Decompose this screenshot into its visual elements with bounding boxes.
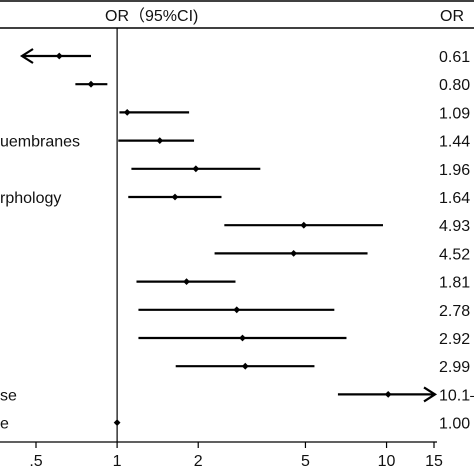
or-value: 2.99 — [439, 359, 470, 376]
or-point — [113, 419, 121, 426]
x-tick-label: 1 — [113, 453, 122, 470]
x-tick-label: .5 — [29, 453, 42, 470]
forest-row: 2.92 — [138, 331, 470, 348]
or-value: 1.64 — [439, 190, 470, 207]
forest-row: 4.52 — [214, 246, 470, 263]
or-point — [384, 391, 392, 398]
row-label: e — [0, 416, 9, 433]
ci-arrow-right — [423, 386, 438, 403]
header-or-ci: OR（95%CI) — [105, 7, 198, 25]
forest-row: 2.99 — [175, 359, 470, 376]
header-or: OR — [440, 8, 464, 25]
or-point — [290, 250, 298, 257]
or-point — [233, 306, 241, 314]
or-point — [87, 80, 95, 88]
forest-row: 2.78 — [138, 303, 470, 320]
or-point — [156, 137, 164, 144]
row-label: uembranes — [0, 134, 80, 151]
x-tick-label: 15 — [425, 453, 443, 470]
or-point — [192, 165, 200, 173]
forest-row: e 1.00 — [0, 416, 470, 433]
forest-rows: 0.61 0.80 1.09 uembranes 1.44 1.96 rphology 1.6… — [0, 48, 474, 433]
or-point — [300, 221, 308, 229]
forest-row: 0.61 — [19, 48, 470, 66]
or-point — [183, 278, 190, 285]
or-point — [239, 334, 246, 342]
row-label: rphology — [0, 190, 61, 207]
forest-row: uembranes 1.44 — [0, 134, 470, 151]
or-value: 4.93 — [439, 218, 470, 235]
or-value: 1.00 — [439, 416, 470, 433]
or-point — [55, 52, 63, 60]
forest-row: 1.09 — [119, 105, 470, 122]
x-ticks: .5 1 2 5 10 15 — [29, 442, 443, 470]
or-value: 10.1– — [439, 387, 474, 404]
forest-row: rphology 1.64 — [0, 190, 470, 207]
or-value: 2.78 — [439, 303, 470, 320]
forest-row: 1.96 — [131, 162, 470, 179]
or-value: 0.80 — [439, 77, 470, 94]
row-label: se — [0, 387, 17, 404]
ci-arrow-left — [19, 48, 34, 64]
forest-row: 0.80 — [75, 77, 470, 94]
or-value: 4.52 — [439, 246, 470, 263]
x-tick-label: 5 — [301, 453, 310, 470]
or-value: 1.44 — [439, 134, 470, 151]
or-value: 1.96 — [439, 162, 470, 179]
or-point — [123, 109, 131, 116]
x-tick-label: 2 — [194, 453, 203, 470]
forest-row: se 10.1– — [0, 386, 474, 404]
or-value: 1.09 — [439, 105, 470, 122]
forest-row: 4.93 — [224, 218, 470, 235]
x-tick-label: 10 — [378, 453, 396, 470]
or-point — [241, 362, 249, 370]
forest-row: 1.81 — [136, 275, 470, 292]
or-value: 0.61 — [439, 49, 470, 66]
or-value: 2.92 — [439, 331, 470, 348]
or-point — [171, 193, 179, 201]
or-value: 1.81 — [439, 275, 470, 292]
